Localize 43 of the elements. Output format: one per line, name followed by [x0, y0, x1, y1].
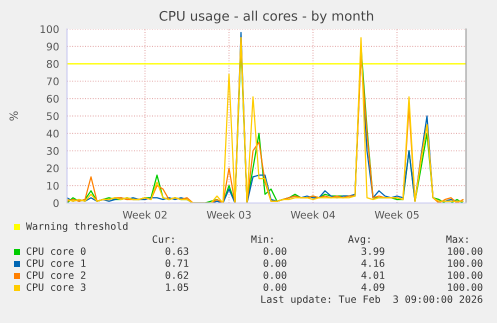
y-tick-label: 30	[46, 147, 59, 155]
text: 0.71	[166, 259, 188, 267]
x-tick-label: Week 03	[206, 210, 251, 219]
text: Min:	[251, 235, 273, 243]
text: 4.09	[361, 283, 384, 291]
text: 100.00	[448, 283, 482, 291]
y-tick-label: 70	[46, 77, 59, 86]
legend-label: CPU core 1	[26, 259, 86, 267]
text: 0.00	[264, 259, 286, 267]
legend-label: Warning threshold	[26, 222, 128, 232]
x-tick-label: Week 04	[290, 210, 335, 219]
text: Cur:	[152, 235, 174, 243]
y-axis-title: %	[9, 111, 18, 121]
text: 0.62	[166, 271, 188, 279]
y-tick-label: 100	[40, 25, 59, 34]
chart-title: CPU usage - all cores - by month	[160, 10, 374, 24]
text: 3.99	[362, 247, 384, 255]
text: 0.00	[264, 283, 286, 291]
legend-label: CPU core 3	[26, 283, 86, 291]
y-tick-label: 60	[46, 94, 59, 103]
text: 0.63	[166, 247, 188, 255]
text: Last update: Tue Feb 3 09:00:00 2026	[261, 295, 482, 305]
text: 100.00	[448, 247, 482, 255]
text: Avg:	[348, 235, 370, 245]
y-tick-label: 20	[46, 164, 59, 172]
text: 0.00	[264, 271, 286, 279]
y-tick-label: 90	[46, 42, 59, 51]
text: 4.01	[361, 271, 384, 279]
text: 1.05	[166, 283, 188, 291]
y-tick-label: 40	[46, 130, 59, 138]
text: 4.16	[361, 259, 384, 267]
y-tick-label: 80	[46, 60, 59, 68]
y-tick-label: 0	[53, 199, 59, 208]
legend-label: CPU core 0	[26, 247, 86, 255]
text: 0.00	[264, 247, 286, 255]
text: 100.00	[448, 259, 482, 267]
text: 100.00	[448, 271, 482, 279]
legend-label: CPU core 2	[26, 271, 86, 279]
x-tick-label: Week 02	[122, 210, 167, 219]
text: Max:	[446, 235, 468, 243]
x-tick-label: Week 05	[374, 210, 419, 219]
y-tick-label: 50	[46, 112, 59, 120]
y-tick-label: 10	[47, 182, 59, 190]
